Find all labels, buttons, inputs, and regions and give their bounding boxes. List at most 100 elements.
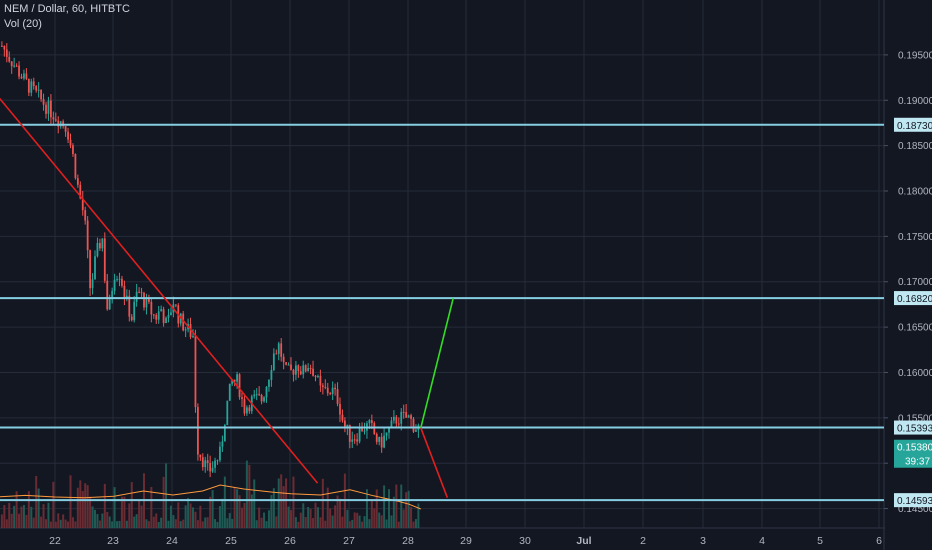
candle-body (182, 313, 185, 331)
candle-body (400, 411, 403, 424)
candle-body (233, 379, 236, 382)
candle-body (238, 374, 241, 398)
volume-bar (162, 476, 165, 528)
volume-bar (290, 510, 292, 528)
volume-bar (385, 519, 388, 528)
indicator-label[interactable]: Vol (20) (4, 18, 42, 30)
candle-body (339, 403, 341, 415)
volume-bar (71, 517, 74, 528)
candle-body (1, 45, 3, 47)
downtrend-line[interactable] (0, 97, 319, 484)
volume-bar (147, 521, 150, 528)
candle-body (89, 250, 91, 289)
price-tick-label: 0.17500 (898, 232, 932, 243)
volume-bar (331, 515, 334, 528)
level-price-badge[interactable] (894, 291, 932, 306)
volume-bar (353, 512, 356, 528)
candle-body (25, 73, 28, 79)
level-price-badge[interactable] (894, 117, 932, 132)
level-price-badge-label: 0.18730 (897, 121, 932, 132)
volume-bar (22, 505, 25, 528)
volume-bar (312, 518, 315, 528)
candle-body (405, 412, 408, 418)
volume-bar (5, 519, 8, 528)
volume-bar (214, 519, 217, 528)
volume-bar (209, 496, 212, 528)
level-price-badge[interactable] (894, 493, 932, 508)
candle-body (361, 427, 363, 431)
candle-body (32, 81, 35, 87)
candle-body (62, 121, 65, 127)
volume-bar (270, 495, 273, 528)
candle-body (91, 279, 94, 289)
candle-body (299, 371, 302, 375)
candle-body (150, 301, 153, 315)
candle-body (174, 304, 177, 306)
candle-body (287, 364, 290, 366)
volume-bar (358, 515, 361, 528)
level-price-badge[interactable] (894, 420, 932, 435)
candlestick-series (1, 41, 420, 478)
candle-body (304, 365, 307, 372)
volume-bar (226, 518, 229, 528)
time-axis[interactable]: 22 23 24 25 26 27 28 29 30 Jul 2 3 4 5 6 (49, 535, 882, 547)
volume-bar (285, 478, 288, 528)
candle-body (135, 291, 138, 302)
candle-body (165, 317, 167, 324)
volume-bar (81, 490, 84, 528)
candle-body (295, 365, 297, 375)
volume-bar (194, 511, 197, 528)
volume-bar (302, 503, 305, 528)
candle-body (285, 362, 287, 365)
time-tick-label: 30 (519, 535, 531, 547)
candle-body (211, 467, 214, 472)
volume-bar (309, 508, 312, 528)
volume-moving-average (0, 484, 421, 510)
volume-bar (96, 514, 99, 528)
projection-up-line[interactable] (420, 297, 455, 429)
candle-body (99, 242, 101, 249)
volume-bar (407, 490, 410, 528)
candle-body (268, 379, 270, 387)
trend-drawings[interactable] (0, 97, 455, 498)
level-price-badge-label: 0.15393 (897, 424, 932, 435)
chart-legend: NEM / Dollar, 60, HITBTC Vol (20) (4, 2, 130, 32)
candle-body (148, 297, 150, 302)
volume-bar (405, 492, 408, 528)
volume-bar (18, 513, 21, 528)
candle-body (263, 397, 265, 402)
candle-body (302, 365, 305, 375)
candle-body (385, 432, 388, 436)
volume-bar (228, 513, 231, 528)
price-axis[interactable]: 0.19500 0.19000 0.18500 0.18000 0.17500 0.170… (884, 0, 932, 550)
candle-body (138, 291, 140, 293)
candle-body (331, 387, 334, 395)
time-tick-label: 27 (343, 535, 355, 547)
volume-bar (128, 503, 131, 528)
candle-body (40, 89, 42, 100)
candle-body (260, 394, 263, 402)
candle-body (10, 61, 13, 67)
current-price-badge[interactable] (894, 439, 932, 468)
price-tick-label: 0.17000 (898, 277, 932, 288)
candle-body (113, 279, 116, 291)
candle-body (236, 374, 238, 382)
candle-body (246, 407, 248, 414)
candle-body (206, 460, 209, 464)
volume-bar (8, 502, 11, 528)
volume-bar (263, 512, 266, 528)
volume-bar (45, 519, 47, 528)
symbol-title[interactable]: NEM / Dollar, 60, HITBTC (4, 3, 130, 15)
time-tick-label: 5 (817, 535, 823, 547)
time-tick-label: 24 (166, 535, 178, 547)
horizontal-levels[interactable] (0, 123, 884, 502)
time-tick-label: 22 (49, 535, 61, 547)
candle-body (380, 436, 383, 448)
candle-body (204, 460, 207, 468)
projection-down-line[interactable] (420, 427, 449, 498)
candle-body (258, 394, 261, 396)
time-tick-label: 23 (107, 535, 119, 547)
volume-bar (390, 515, 393, 528)
candle-body (292, 369, 295, 375)
